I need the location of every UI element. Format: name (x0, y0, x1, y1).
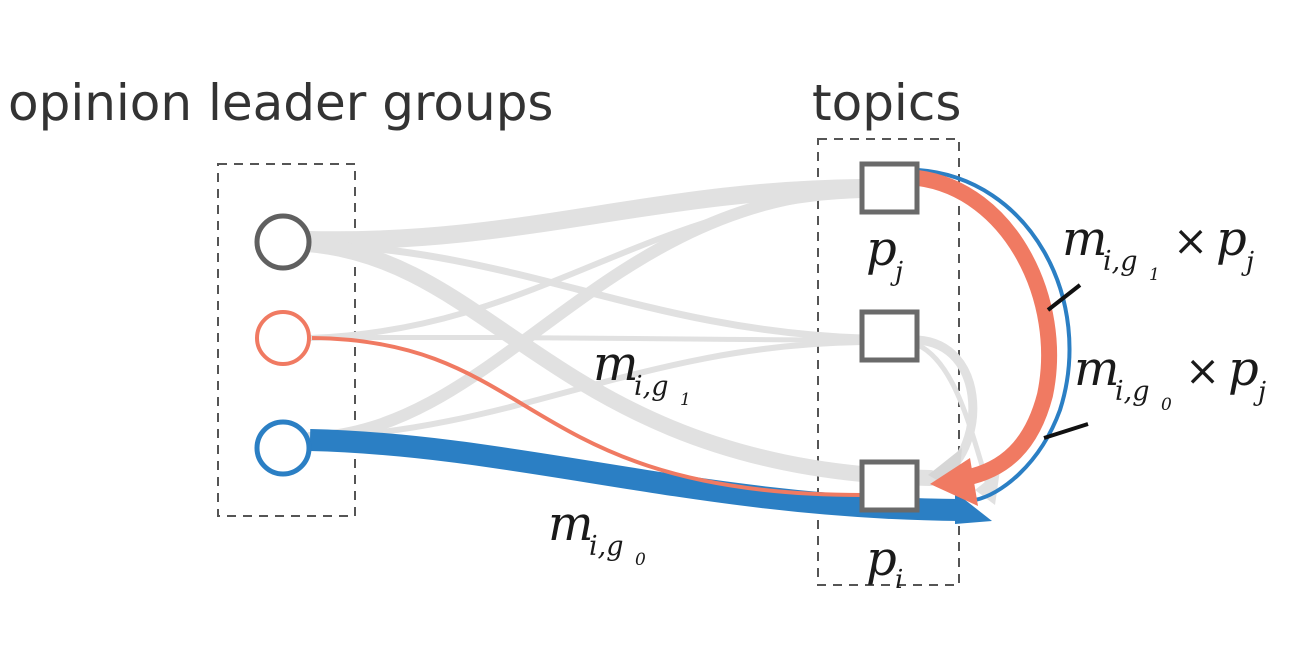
group-node-gray (254, 213, 312, 271)
label-m-ig1: m i,g 1 (593, 336, 691, 410)
topics-title: topics (812, 74, 961, 132)
svg-text:p: p (1216, 211, 1247, 267)
topics-dashed-box (817, 138, 960, 586)
groups-title: opinion leader groups (8, 74, 553, 132)
svg-text:0: 0 (1161, 395, 1172, 415)
flow-blue-to-pm (307, 339, 865, 441)
flow-pj-to-pi-blue (917, 168, 1072, 502)
label-pj: p j (866, 221, 903, 287)
gray-arrowhead-2 (975, 470, 1000, 505)
svg-text:i,g: i,g (634, 371, 669, 402)
svg-text:×: × (1185, 346, 1220, 395)
topic-node-pj (859, 161, 920, 215)
svg-text:i: i (895, 565, 903, 595)
svg-text:1: 1 (1149, 265, 1160, 285)
topic-node-pi (859, 459, 920, 513)
topic-node-middle (859, 309, 920, 363)
flow-red-to-pi (311, 336, 863, 497)
blue-arrowhead (955, 492, 992, 524)
svg-text:1: 1 (680, 390, 691, 410)
flow-blue-to-pj (304, 184, 868, 444)
gray-flows (299, 179, 993, 493)
leader-line-g0 (1043, 422, 1089, 440)
flow-gray-to-pi (300, 236, 938, 486)
label-m-ig0: m i,g 0 (548, 496, 646, 570)
flow-gray-to-pj (299, 179, 871, 250)
svg-text:i,g: i,g (1103, 246, 1138, 277)
group-node-red (255, 310, 311, 366)
flow-gray-to-pm (304, 240, 866, 342)
svg-text:m: m (1074, 341, 1120, 397)
svg-text:i,g: i,g (1115, 376, 1150, 407)
label-pi: p i (866, 531, 903, 595)
svg-text:p: p (866, 531, 897, 587)
flow-blue-to-pi (309, 429, 961, 521)
group-node-blue (254, 419, 312, 477)
svg-text:×: × (1173, 216, 1208, 265)
flow-red-to-pm (307, 334, 865, 343)
label-m-ig0-times-pj: m i,g 0 × p j (1074, 341, 1266, 415)
leader-line-g1 (1046, 283, 1082, 312)
red-arrowhead (930, 458, 978, 506)
svg-text:0: 0 (635, 550, 646, 570)
svg-text:i,g: i,g (589, 531, 624, 562)
svg-text:p: p (1228, 341, 1259, 397)
label-m-ig1-times-pj: m i,g 1 × p j (1062, 211, 1254, 285)
svg-text:p: p (866, 221, 897, 277)
svg-text:m: m (1062, 211, 1108, 267)
svg-text:m: m (593, 336, 639, 392)
flow-pj-to-pi-red (916, 170, 1057, 486)
svg-text:m: m (548, 496, 594, 552)
